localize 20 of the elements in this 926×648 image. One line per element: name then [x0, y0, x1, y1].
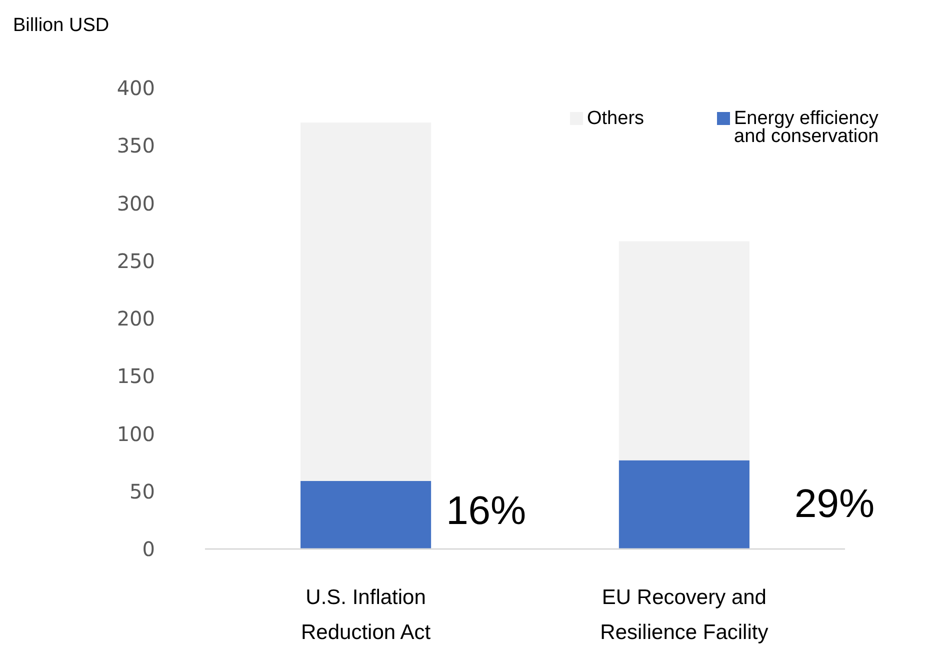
y-tick-label: 50 [130, 479, 155, 504]
y-tick-label: 200 [116, 306, 155, 330]
bar [300, 481, 432, 549]
bar [618, 460, 750, 549]
legend-label: Energy efficiency and conservation [734, 108, 879, 147]
legend-label: Others [587, 108, 644, 129]
annotation: 29% [794, 482, 875, 526]
bar [618, 241, 750, 460]
annotation: 16% [446, 489, 526, 533]
bar [300, 122, 432, 481]
y-tick-label: 350 [116, 134, 155, 158]
y-tick-label: 400 [116, 76, 155, 100]
y-tick-label: 100 [116, 422, 155, 446]
x-tick-label: EU Recovery and Resilience Facility [600, 586, 769, 644]
y-axis-title: Billion USD [13, 15, 110, 36]
y-tick-label: 300 [116, 191, 155, 216]
y-tick-label: 250 [116, 248, 155, 273]
y-tick-label: 150 [116, 364, 155, 388]
x-tick-label: U.S. Inflation Reduction Act [301, 586, 431, 644]
y-tick-label: 0 [142, 537, 155, 561]
